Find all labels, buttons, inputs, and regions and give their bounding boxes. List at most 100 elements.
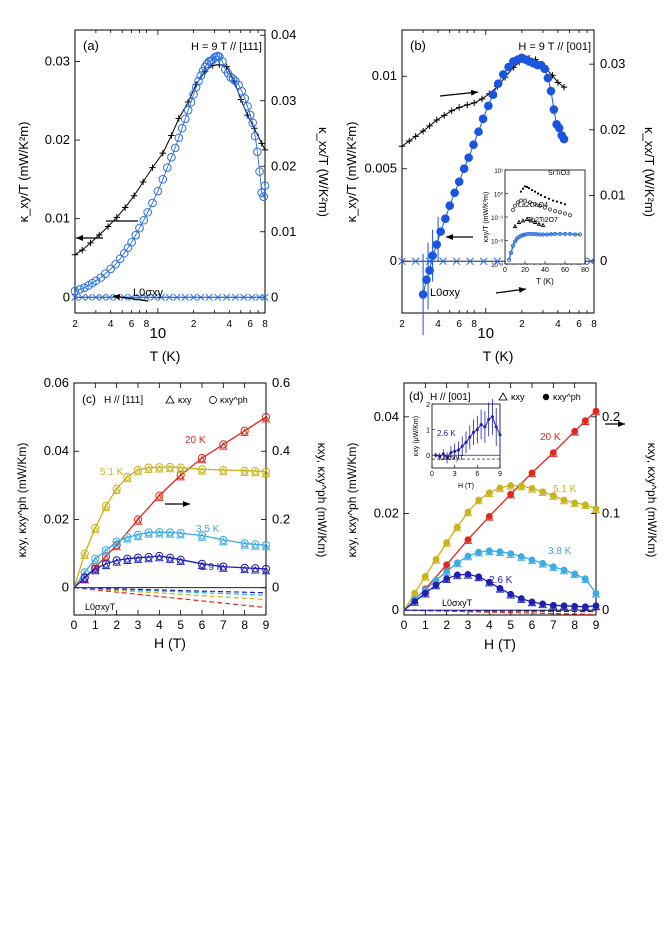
panel-c-data-point-kxy: [144, 530, 153, 538]
panel-d-data-point-kph: [560, 602, 568, 610]
panel-a-data-point: [257, 188, 266, 198]
inset-d-xticklabel: 3: [453, 471, 457, 478]
panel-b-arrow-right-axis: [439, 89, 479, 97]
inset-b-data-point: [515, 200, 521, 205]
panel-b-data-point: [560, 83, 568, 91]
panel-c-data-point-kph: [251, 540, 260, 549]
panel-c-data-point-kph: [112, 556, 121, 565]
panel-b-data-point: [493, 79, 503, 88]
panel-a-data-point: [183, 105, 193, 115]
panel-b-data-point: [559, 134, 569, 144]
panel-a-xlabel: T (K): [150, 348, 181, 364]
panel-c-legend-circle: [209, 396, 217, 404]
panel-b-series-line: [401, 57, 565, 147]
panel-b-xticklabel: 4: [555, 319, 561, 330]
panel-b-point-x: [439, 257, 447, 266]
inset-b-data-point: [572, 232, 578, 237]
panel-a-data-point: [180, 114, 190, 124]
panel-d-data-point-kph: [464, 552, 472, 560]
inset-b-data-point: [516, 219, 522, 224]
panel-d-label: (d): [409, 389, 424, 403]
panel-d-xticklabel: 8: [571, 618, 578, 632]
panel-d-data-point-kph: [485, 489, 493, 497]
panel-d-data-point-kph: [581, 575, 589, 583]
panel-a-y2ticklabel: 0.02: [271, 158, 296, 173]
panel-c-data-point-kxy: [261, 414, 271, 423]
panel-c-label-20k: 20 K: [185, 435, 206, 446]
panel-d-data-point-kph: [592, 505, 600, 513]
panel-c-series-line: [73, 531, 267, 589]
inset-b-label-srtio3: SrTiO3: [548, 170, 570, 177]
panel-a-arrow-l0: [112, 294, 149, 302]
panel-d-data-point-kph: [592, 589, 600, 597]
panel-b-point-x: [586, 257, 595, 266]
panel-c-data-point-kxy: [240, 428, 249, 437]
panel-a-xticklabel: 6: [129, 319, 135, 330]
panel-b-xticklabel: 8: [471, 319, 477, 330]
panel-d-data-point-kph: [560, 496, 568, 504]
panel-a-ylabel: κ_xy/T (mW/K²m): [16, 122, 31, 223]
panel-a-data-point: [250, 131, 260, 141]
panel-c-data-point-kxy: [155, 529, 164, 538]
panel-c-y2ticklabel: 0.6: [272, 375, 290, 390]
inset-d-data-point: [472, 430, 476, 434]
panel-a-data-point: [168, 132, 175, 139]
panel-c-data-point-kxy: [91, 556, 100, 564]
panel-d-data-point-kph: [443, 568, 451, 575]
panel-a-xticklabel: 4: [108, 319, 114, 330]
panel-c-data-point-kph: [155, 463, 164, 472]
panel-a-data-point: [243, 101, 252, 111]
panel-c-data-point-kph: [219, 562, 228, 571]
panel-b-annotation: L0σxy: [430, 287, 461, 299]
panel-d-data-point-kph: [581, 501, 589, 509]
inset-b-data-point: [523, 185, 527, 188]
panel-a-xticklabel: 10: [150, 325, 167, 342]
panel-c-xticklabel: 5: [177, 618, 184, 632]
panel-d-data-point-kph: [517, 553, 525, 560]
panel-c-y2ticklabel: 0.2: [272, 511, 290, 526]
panel-d-data-point-kph: [507, 482, 515, 489]
panel-b-y2label: κ_xx/T (W/K²m): [642, 127, 657, 217]
panel-a-data-point: [127, 237, 136, 247]
inset-b-data-point: [559, 201, 563, 204]
panel-d-data-point-kph: [421, 589, 429, 597]
panel-d-yticklabel: 0.04: [374, 409, 399, 424]
panel-d-data-point-kph: [571, 427, 579, 435]
panel-c-data-point-kph: [155, 527, 164, 537]
panel-b-data-point: [448, 107, 455, 114]
panel-c-data-point-kph: [91, 554, 100, 563]
panel-c-data-point-kxy: [155, 493, 164, 501]
panel-b-data-point: [445, 201, 454, 211]
panel-a-data-point: [115, 254, 125, 264]
panel-a-y2label: κ_xx/T (W/K²m): [316, 127, 331, 217]
panel-a-data-point: [191, 83, 201, 92]
panel-c-data-point-kph: [91, 564, 100, 574]
panel-c-data-point-kph: [144, 528, 153, 537]
panel-b-arrow-l0: [495, 286, 527, 294]
panel-b-yticklabel: 0: [390, 253, 397, 268]
panel-b-data-point: [464, 101, 471, 109]
panel-b-data-point: [498, 70, 508, 79]
panel-a-y2ticklabel: 0.01: [271, 224, 296, 239]
inset-b-data-point: [557, 231, 563, 237]
panel-a-data-point: [194, 76, 203, 86]
panel-a-series-line: [74, 55, 266, 292]
inset-d-xticklabel: 0: [430, 471, 434, 478]
panel-d-xticklabel: 3: [465, 618, 472, 632]
inset-b-xticklabel: 0: [503, 267, 507, 274]
panel-a-data-point: [158, 175, 168, 184]
panel-a-data-point: [139, 215, 149, 225]
inset-b-label-la2cuo4: La2CuO4: [518, 202, 548, 209]
inset-b-data-point: [548, 232, 554, 237]
panel-d-data-point-kph: [539, 488, 547, 496]
panel-c-data-point-kph: [91, 523, 100, 533]
inset-d-label: 2.6 K: [437, 429, 456, 438]
inset-b-data-point: [522, 198, 528, 203]
panel-d-data-point-kph: [421, 572, 429, 580]
panel-c-ylabel: κxy, κxy^ph (mW/Km): [15, 443, 29, 558]
inset-d-xlabel: H (T): [458, 483, 474, 490]
panel-a-xticklabel: 2: [191, 319, 197, 330]
panel-a-data-point: [196, 71, 206, 80]
panel-d-label-2k: 2.6 K: [489, 575, 513, 586]
